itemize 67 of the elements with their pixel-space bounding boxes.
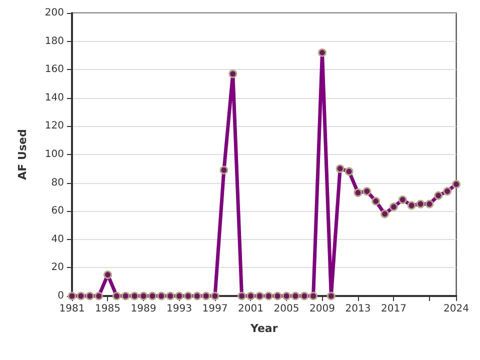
y-tick-label: 160 <box>44 64 64 76</box>
x-tick-label: 2001 <box>238 304 264 314</box>
y-axis-title: AF Used <box>16 129 29 180</box>
x-tick-label: 2024 <box>444 304 469 314</box>
point <box>130 292 139 300</box>
point <box>300 292 309 300</box>
point <box>157 292 166 300</box>
point <box>273 292 282 300</box>
point <box>318 48 326 57</box>
x-tick-label: 1997 <box>202 304 228 314</box>
point <box>148 292 157 300</box>
point <box>202 292 210 300</box>
point <box>104 270 112 280</box>
point <box>121 292 130 300</box>
x-tick-label: 1989 <box>130 304 156 314</box>
point <box>434 191 443 200</box>
x-tick-label: 1985 <box>95 304 120 314</box>
point <box>309 292 318 300</box>
point <box>228 70 238 78</box>
point <box>166 292 175 300</box>
y-tick-label: 20 <box>51 262 64 274</box>
point <box>443 187 452 196</box>
point <box>282 292 291 300</box>
point <box>291 292 300 300</box>
y-tick-label: 100 <box>44 149 64 160</box>
x-tick-label: 2005 <box>274 304 300 314</box>
point <box>389 202 398 212</box>
x-tick-label: 2017 <box>380 304 406 314</box>
y-tick-label: 0 <box>58 290 64 302</box>
x-axis-title: Year <box>250 322 278 335</box>
point <box>184 292 192 300</box>
point <box>139 292 148 300</box>
y-tick-label: 40 <box>51 234 64 245</box>
point <box>174 292 184 300</box>
y-tick-label: 140 <box>44 92 64 104</box>
point <box>192 292 202 300</box>
y-tick-label: 200 <box>44 8 64 18</box>
x-tick-label: 1993 <box>166 304 192 314</box>
point <box>416 200 425 208</box>
y-tick-label: 80 <box>51 177 64 188</box>
point <box>326 292 336 300</box>
point <box>344 167 354 176</box>
point <box>210 292 220 300</box>
point <box>372 196 380 206</box>
y-tick-label: 60 <box>51 206 64 217</box>
point <box>255 292 264 300</box>
point <box>398 196 407 204</box>
point <box>94 292 104 300</box>
y-tick-label: 180 <box>44 36 64 47</box>
point <box>380 210 390 218</box>
point <box>76 292 86 300</box>
x-tick-label: 1981 <box>59 304 85 314</box>
point <box>407 201 416 210</box>
point <box>238 292 246 300</box>
point <box>86 292 94 300</box>
point <box>354 188 362 197</box>
point <box>246 292 255 300</box>
point <box>112 292 121 300</box>
x-tick-label: 2009 <box>310 304 335 314</box>
point <box>220 166 228 174</box>
point <box>362 187 372 196</box>
point <box>425 200 434 208</box>
point <box>452 180 461 188</box>
x-tick-label: 2013 <box>345 304 371 314</box>
y-tick-label: 120 <box>44 120 64 132</box>
point <box>264 292 273 300</box>
point <box>336 164 344 173</box>
